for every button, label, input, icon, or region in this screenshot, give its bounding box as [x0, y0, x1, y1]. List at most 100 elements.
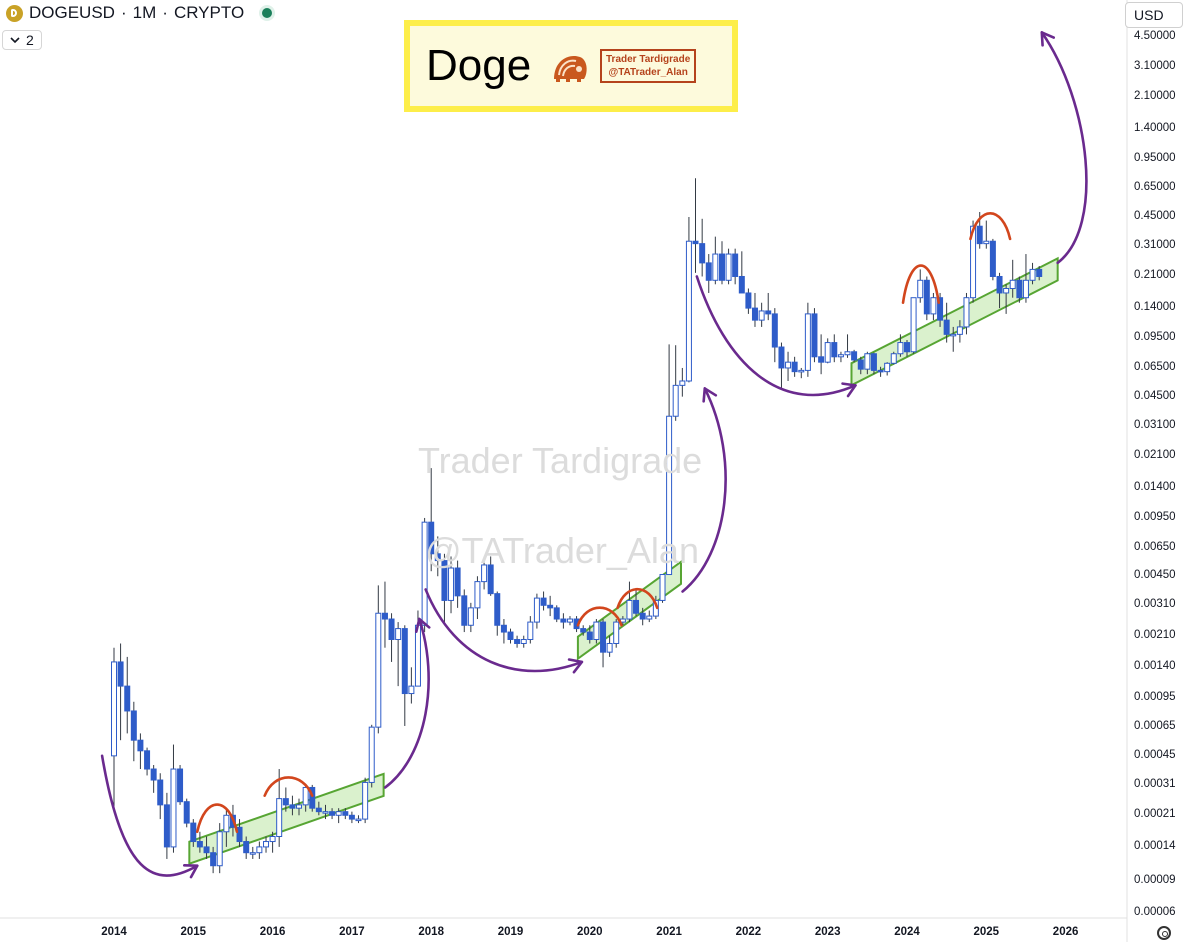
price-tick-label: 0.00950 — [1134, 510, 1176, 523]
candle — [679, 367, 686, 397]
candle — [1016, 276, 1023, 303]
candle — [177, 765, 184, 805]
candle-body — [170, 768, 177, 848]
candle — [203, 836, 210, 859]
candle — [236, 819, 243, 847]
candle-body — [540, 597, 547, 606]
price-tick-label: 0.95000 — [1134, 151, 1176, 164]
candle — [547, 595, 554, 617]
candle — [368, 724, 375, 788]
market-status-icon — [262, 8, 273, 18]
candle — [520, 635, 527, 648]
candle-body — [408, 685, 415, 695]
candle-body — [884, 362, 891, 373]
candle — [685, 217, 692, 383]
candle-body — [804, 313, 811, 371]
candle — [210, 846, 217, 874]
candle — [970, 220, 977, 303]
candle-body — [606, 642, 613, 653]
candle — [646, 610, 653, 623]
trend-arrow — [695, 275, 857, 397]
price-tick-label: 4.50000 — [1134, 30, 1176, 43]
candle-body — [877, 369, 884, 373]
candle — [811, 308, 818, 363]
candle-body — [897, 342, 904, 355]
candle-body — [547, 604, 554, 609]
candle-body — [950, 333, 957, 337]
banner-title: Doge — [426, 41, 532, 90]
candle-body — [791, 361, 798, 373]
title-banner: Doge Trader Tardigrade @TATrader_Alan — [404, 20, 738, 112]
candle — [527, 616, 534, 644]
candle-body — [474, 581, 481, 609]
candle — [699, 218, 706, 277]
price-tick-label: 0.00021 — [1134, 808, 1176, 821]
candle-body — [685, 240, 692, 382]
collapse-indicators-button[interactable]: 2 — [2, 30, 42, 50]
currency-selector[interactable]: USD — [1125, 2, 1183, 28]
candle — [441, 553, 448, 623]
price-tick-label: 0.00140 — [1134, 660, 1176, 673]
tardigrade-logo-icon — [554, 55, 587, 82]
candle — [322, 804, 329, 820]
candle-body — [348, 814, 355, 820]
candle — [395, 622, 402, 687]
candle — [910, 297, 917, 354]
settings-gear-icon[interactable] — [1157, 926, 1171, 940]
candle-body — [216, 831, 223, 867]
watermark-handle: @TATrader_Alan — [425, 530, 699, 571]
candle — [672, 345, 679, 421]
candle-body — [633, 599, 640, 614]
candle-body — [890, 353, 897, 364]
candle-body — [401, 628, 408, 695]
candle-body — [210, 852, 217, 867]
candle — [738, 251, 745, 294]
candle-body — [963, 297, 970, 328]
candle — [751, 292, 758, 327]
candle — [904, 340, 910, 357]
candle-body — [989, 240, 996, 277]
candle-body — [487, 564, 494, 595]
candle — [362, 777, 369, 824]
candle-body — [329, 811, 336, 816]
time-tick-label: 2020 — [577, 926, 603, 938]
candle — [355, 815, 362, 824]
candle — [256, 841, 263, 859]
candle-body — [520, 638, 527, 644]
candle-body — [527, 621, 534, 640]
candle — [1036, 266, 1043, 281]
candle — [937, 292, 944, 327]
candle-body — [705, 262, 712, 281]
candle-body — [917, 279, 924, 299]
time-tick-label: 2017 — [339, 926, 365, 938]
candle-body — [983, 240, 990, 245]
arrowhead — [182, 864, 199, 879]
candle-body — [428, 521, 435, 555]
candle — [540, 591, 547, 611]
candle — [745, 288, 752, 314]
interval-label[interactable]: 1M — [132, 3, 157, 22]
candle — [276, 769, 283, 847]
candle-body — [639, 612, 646, 620]
candle — [454, 560, 461, 608]
symbol-label[interactable]: DOGEUSD — [29, 3, 115, 22]
candle — [633, 589, 640, 617]
candle — [514, 635, 521, 648]
candle-body — [725, 253, 732, 281]
candle — [758, 302, 765, 327]
candle-body — [117, 661, 124, 687]
price-tick-label: 0.45000 — [1134, 210, 1176, 223]
candle — [580, 625, 587, 636]
candle — [996, 272, 1003, 309]
price-tick-label: 0.00210 — [1134, 628, 1176, 641]
candle-body — [434, 553, 441, 562]
candle — [157, 773, 164, 820]
candle-body — [256, 846, 263, 854]
candle-body — [223, 814, 230, 833]
candle — [269, 831, 276, 853]
rounded-top-arc — [263, 776, 314, 797]
candle-body — [1036, 268, 1043, 277]
trend-arrow — [100, 754, 199, 877]
candle-body — [553, 607, 560, 620]
